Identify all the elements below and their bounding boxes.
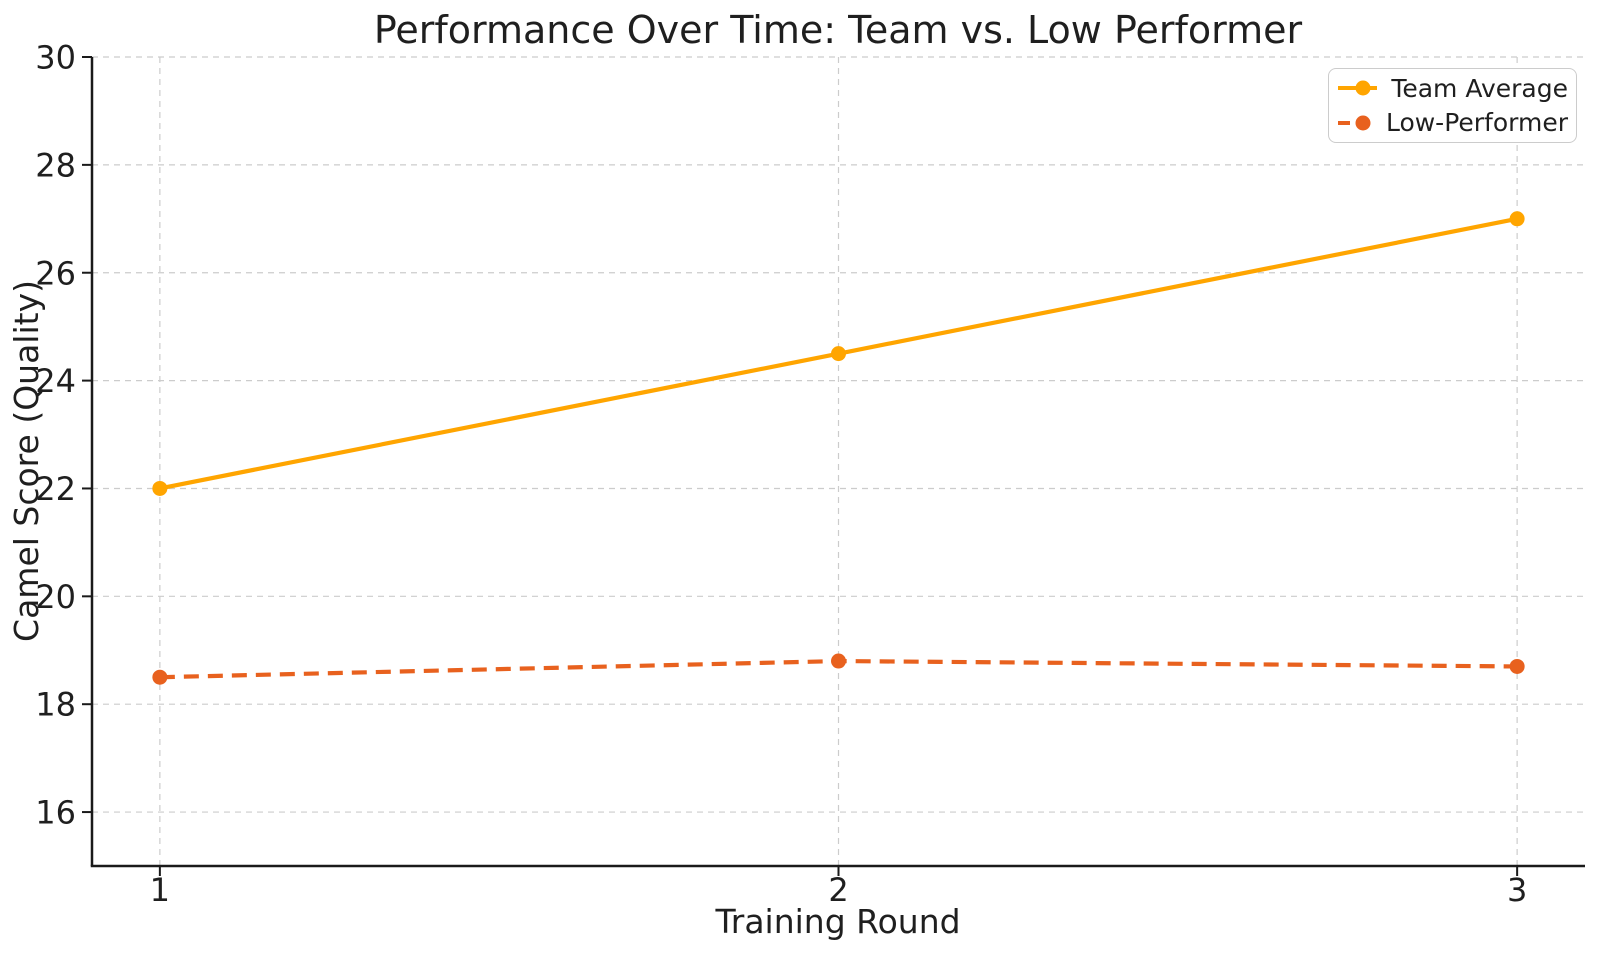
legend-label-low-performer: Low-Performer	[1385, 108, 1568, 138]
data-point-marker	[152, 669, 168, 685]
y-axis-label: Camel Score (Quality)	[7, 280, 46, 642]
data-point-marker	[152, 480, 168, 496]
y-tick-label: 22	[35, 470, 76, 508]
data-point-marker	[1509, 658, 1525, 674]
legend-entry-low-performer: Low-Performer	[1337, 106, 1568, 140]
legend-label-team-average: Team Average	[1391, 73, 1568, 103]
axes: 1 2 3 16 18 20 22 24 26 28 30	[35, 39, 1585, 909]
x-axis-label: Training Round	[714, 902, 960, 941]
y-tick-label: 18	[35, 686, 76, 724]
y-tick-label: 30	[35, 39, 76, 77]
x-tick-label: 1	[150, 871, 170, 909]
data-point-marker	[1509, 211, 1525, 227]
y-tick-label: 20	[35, 578, 76, 616]
x-tick-label: 3	[1507, 871, 1527, 909]
data-point-marker	[831, 346, 846, 362]
legend-swatch-team-average	[1338, 80, 1378, 96]
y-tick-label: 28	[35, 146, 76, 184]
y-tick-label: 16	[35, 794, 76, 832]
legend-swatch-low-performer	[1338, 115, 1372, 131]
legend: Team Average Low-Performer	[1328, 68, 1577, 143]
y-tick-label: 26	[35, 254, 76, 292]
legend-marker-icon	[1355, 80, 1371, 96]
gridlines	[92, 56, 1585, 866]
legend-marker-icon	[1355, 115, 1371, 131]
x-tick-label: 2	[828, 871, 848, 909]
series-lines	[152, 211, 1525, 685]
data-point-marker	[831, 653, 846, 669]
legend-entry-team-average: Team Average	[1337, 71, 1568, 105]
chart-title: Performance Over Time: Team vs. Low Perf…	[374, 8, 1303, 52]
y-tick-label: 24	[35, 362, 76, 400]
